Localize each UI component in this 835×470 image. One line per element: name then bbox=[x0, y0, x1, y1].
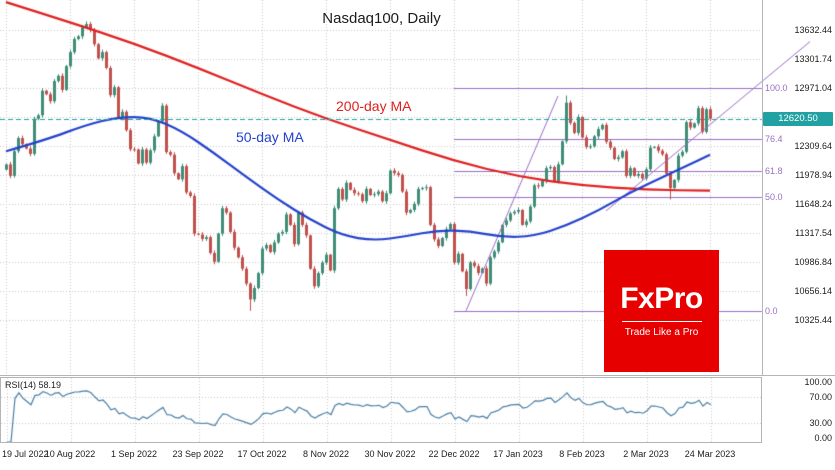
rsi-axis-label: 70.00 bbox=[809, 392, 832, 403]
fib-level-label: 61.8 bbox=[765, 166, 783, 177]
chart-title: Nasdaq100, Daily bbox=[322, 10, 441, 27]
price-axis-label: 11317.54 bbox=[795, 228, 832, 238]
rsi-axis-label: 30.00 bbox=[809, 417, 832, 428]
date-axis-label: 24 Mar 2023 bbox=[684, 449, 736, 459]
current-price-tag: 12620.50 bbox=[763, 111, 833, 126]
price-pane[interactable]: Nasdaq100, Daily 200-day MA 50-day MA Fx… bbox=[0, 0, 835, 376]
price-axis-label: 13301.74 bbox=[794, 54, 832, 64]
fib-level-label: 50.0 bbox=[765, 192, 783, 203]
price-axis-label: 13632.44 bbox=[794, 25, 832, 35]
price-axis-label: 10656.14 bbox=[794, 286, 832, 296]
price-axis-label: 11978.94 bbox=[795, 170, 832, 180]
fib-level-label: 76.4 bbox=[765, 134, 783, 145]
date-axis-label: 1 Sep 2022 bbox=[110, 449, 158, 459]
price-axis-label: 12309.64 bbox=[794, 141, 832, 151]
date-axis-label: 22 Dec 2022 bbox=[428, 449, 480, 459]
fxpro-logo-divider bbox=[621, 321, 702, 322]
rsi-axis-label: 100.00 bbox=[804, 377, 832, 387]
price-axis-label: 11648.24 bbox=[795, 199, 832, 209]
fxpro-logo-tagline: Trade Like a Pro bbox=[624, 327, 699, 338]
price-axis[interactable]: 12620.50 13632.4413301.7412971.0412640.3… bbox=[763, 0, 835, 375]
date-axis-label: 8 Feb 2023 bbox=[559, 449, 605, 459]
date-axis-label: 10 Aug 2022 bbox=[44, 449, 96, 459]
ma50-label: 50-day MA bbox=[236, 129, 304, 145]
fxpro-logo-text: FxPro bbox=[620, 282, 703, 315]
rsi-axis: 100.00 70.00 30.00 0.00 bbox=[763, 377, 835, 443]
price-axis-label: 10325.44 bbox=[794, 315, 832, 325]
price-axis-label: 12971.04 bbox=[794, 83, 832, 93]
date-axis-label: 30 Nov 2022 bbox=[364, 449, 416, 459]
time-axis[interactable]: 19 Jul 2022 10 Aug 2022 1 Sep 2022 23 Sep 2… bbox=[0, 449, 763, 465]
ma200-label: 200-day MA bbox=[336, 98, 412, 114]
date-axis-label: 17 Oct 2022 bbox=[237, 449, 287, 459]
date-axis-label: 2 Mar 2023 bbox=[623, 449, 669, 459]
fxpro-logo: FxPro Trade Like a Pro bbox=[604, 250, 719, 372]
fib-level-label: 100.0 bbox=[765, 83, 788, 94]
date-axis-label: 8 Nov 2022 bbox=[302, 449, 350, 459]
date-axis-label: 23 Sep 2022 bbox=[172, 449, 224, 459]
date-axis-label: 19 Jul 2022 bbox=[2, 449, 49, 459]
rsi-indicator-label: RSI(14) 58.19 bbox=[5, 380, 62, 390]
fib-level-label: 0.0 bbox=[765, 305, 778, 316]
price-axis-separator bbox=[762, 0, 763, 375]
rsi-canvas[interactable] bbox=[1, 378, 761, 442]
price-axis-label: 10986.84 bbox=[794, 257, 832, 267]
date-axis-label: 17 Jan 2023 bbox=[493, 449, 543, 459]
rsi-axis-label: 0.00 bbox=[814, 433, 832, 443]
rsi-pane[interactable]: RSI(14) 58.19 bbox=[0, 377, 762, 443]
